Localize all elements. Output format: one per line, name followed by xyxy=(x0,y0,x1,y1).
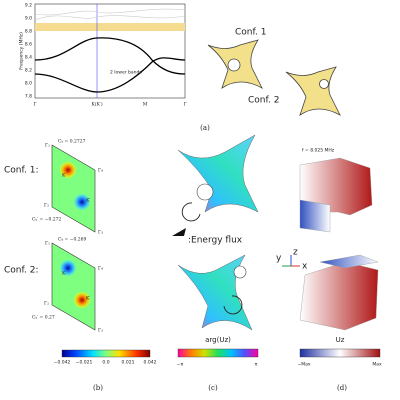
colorbar-label: Uz xyxy=(336,336,345,344)
unit-cell-conf2 xyxy=(285,66,341,116)
hole xyxy=(196,183,214,201)
caption: (b) xyxy=(93,384,103,392)
panel-d: f = 8.025 MHz z y x Uz −Max Max (d) xyxy=(276,148,382,393)
band-curve xyxy=(34,57,186,93)
colorbar-tick: −0.021 xyxy=(76,360,93,366)
panel-c: :Energy flux arg(Uz) −π π (c) xyxy=(172,134,259,392)
colorbar-tick: 0.021 xyxy=(122,360,135,366)
corner-label: Γ₂ xyxy=(44,203,49,209)
colorbar xyxy=(299,348,381,358)
axis-label: z xyxy=(293,248,298,258)
chern-k: Cₖ = 0.2727 xyxy=(58,139,86,145)
colorbar-tick: π xyxy=(255,363,258,368)
hot-spot xyxy=(73,291,91,309)
y-tick-label: 8.6 xyxy=(25,42,32,48)
corner-label: Γ₂ xyxy=(44,301,49,307)
x-tick-label: K(K′) xyxy=(91,101,103,108)
y-axis-label: Frequency (MHz) xyxy=(19,32,25,70)
y-tick-label: 8.4 xyxy=(25,55,32,61)
mode-shape xyxy=(299,261,379,331)
x-tick-label: Γ xyxy=(183,102,186,108)
colorbar-tick: Max xyxy=(372,362,382,368)
conf-label: Conf. 2 xyxy=(248,96,279,106)
k-label: K xyxy=(62,271,66,277)
frequency-label: f = 8.025 MHz xyxy=(302,148,335,154)
colorbar-tick: 0.042 xyxy=(144,360,157,366)
phase-field xyxy=(177,254,253,331)
corner-label: Γ₄ xyxy=(98,168,103,174)
colorbar-tick: −Max xyxy=(297,362,310,368)
flux-icon xyxy=(172,228,186,236)
x-tick-label: Γ xyxy=(33,102,36,108)
panel-a: 9.2 9.0 8.8 8.6 8.4 8.2 8.0 7.8 Frequenc… xyxy=(19,3,341,132)
chern-k: Cₖ = −0.269 xyxy=(58,237,87,243)
axis-label: x xyxy=(302,262,308,272)
upper-band xyxy=(34,15,186,21)
plot-frame xyxy=(34,3,186,99)
caption: (a) xyxy=(200,124,210,132)
corner-label: Γ₃ xyxy=(98,328,103,334)
colorbar-tick: 0.0 xyxy=(102,360,109,366)
annotation: 2 lower bands xyxy=(110,70,142,76)
mode-shape xyxy=(319,254,379,269)
cold-spot xyxy=(73,193,91,211)
axis-label: y xyxy=(276,254,282,264)
hot-spot xyxy=(59,161,77,179)
corner-label: Γ₃ xyxy=(98,230,103,236)
panel-b: Conf. 1: Γ₁ Γ₄ Γ₂ Γ₃ Cₖ = 0.2727 Cₖ′ = −… xyxy=(4,139,157,393)
k-label: K xyxy=(62,173,66,179)
y-tick-label: 7.8 xyxy=(25,94,32,100)
flux-legend: :Energy flux xyxy=(188,236,243,246)
brillouin-zone xyxy=(51,242,96,331)
corner-label: Γ₁ xyxy=(45,241,50,247)
mode-shape xyxy=(299,199,331,233)
corner-label: Γ₁ xyxy=(45,143,50,149)
y-tick-label: 8.2 xyxy=(25,68,32,74)
rotation-arrow xyxy=(223,295,243,315)
hole xyxy=(319,79,329,89)
conf-label: Conf. 1 xyxy=(235,28,266,38)
row-label: Conf. 1: xyxy=(4,166,39,176)
corner-label: Γ₄ xyxy=(98,266,103,272)
hole xyxy=(233,265,247,279)
chern-kp: Cₖ′ = −0.272 xyxy=(32,217,62,223)
cold-spot xyxy=(59,259,77,277)
caption: (d) xyxy=(337,384,347,392)
kp-label: K′ xyxy=(86,296,90,302)
upper-band xyxy=(34,8,186,16)
row-label: Conf. 2: xyxy=(4,266,39,276)
colorbar-tick: −0.042 xyxy=(54,360,71,366)
hole xyxy=(227,58,241,72)
colorbar xyxy=(177,348,259,358)
colorbar xyxy=(61,349,151,358)
y-tick-label: 9.0 xyxy=(25,16,32,22)
kp-label: K′ xyxy=(86,198,90,204)
y-tick-label: 8.8 xyxy=(25,29,32,35)
x-tick-label: M xyxy=(143,102,148,108)
band-gap xyxy=(35,23,185,31)
y-tick-label: 9.2 xyxy=(25,3,32,9)
colorbar-label: arg(Uz) xyxy=(205,336,231,344)
phase-field xyxy=(177,134,259,213)
chern-kp: Cₖ′ = 0.27 xyxy=(32,315,55,321)
y-tick-label: 8.0 xyxy=(25,81,32,87)
colorbar-tick: −π xyxy=(177,363,184,368)
rotation-arrow xyxy=(181,202,201,222)
band-curve xyxy=(34,37,186,75)
caption: (c) xyxy=(208,384,218,392)
